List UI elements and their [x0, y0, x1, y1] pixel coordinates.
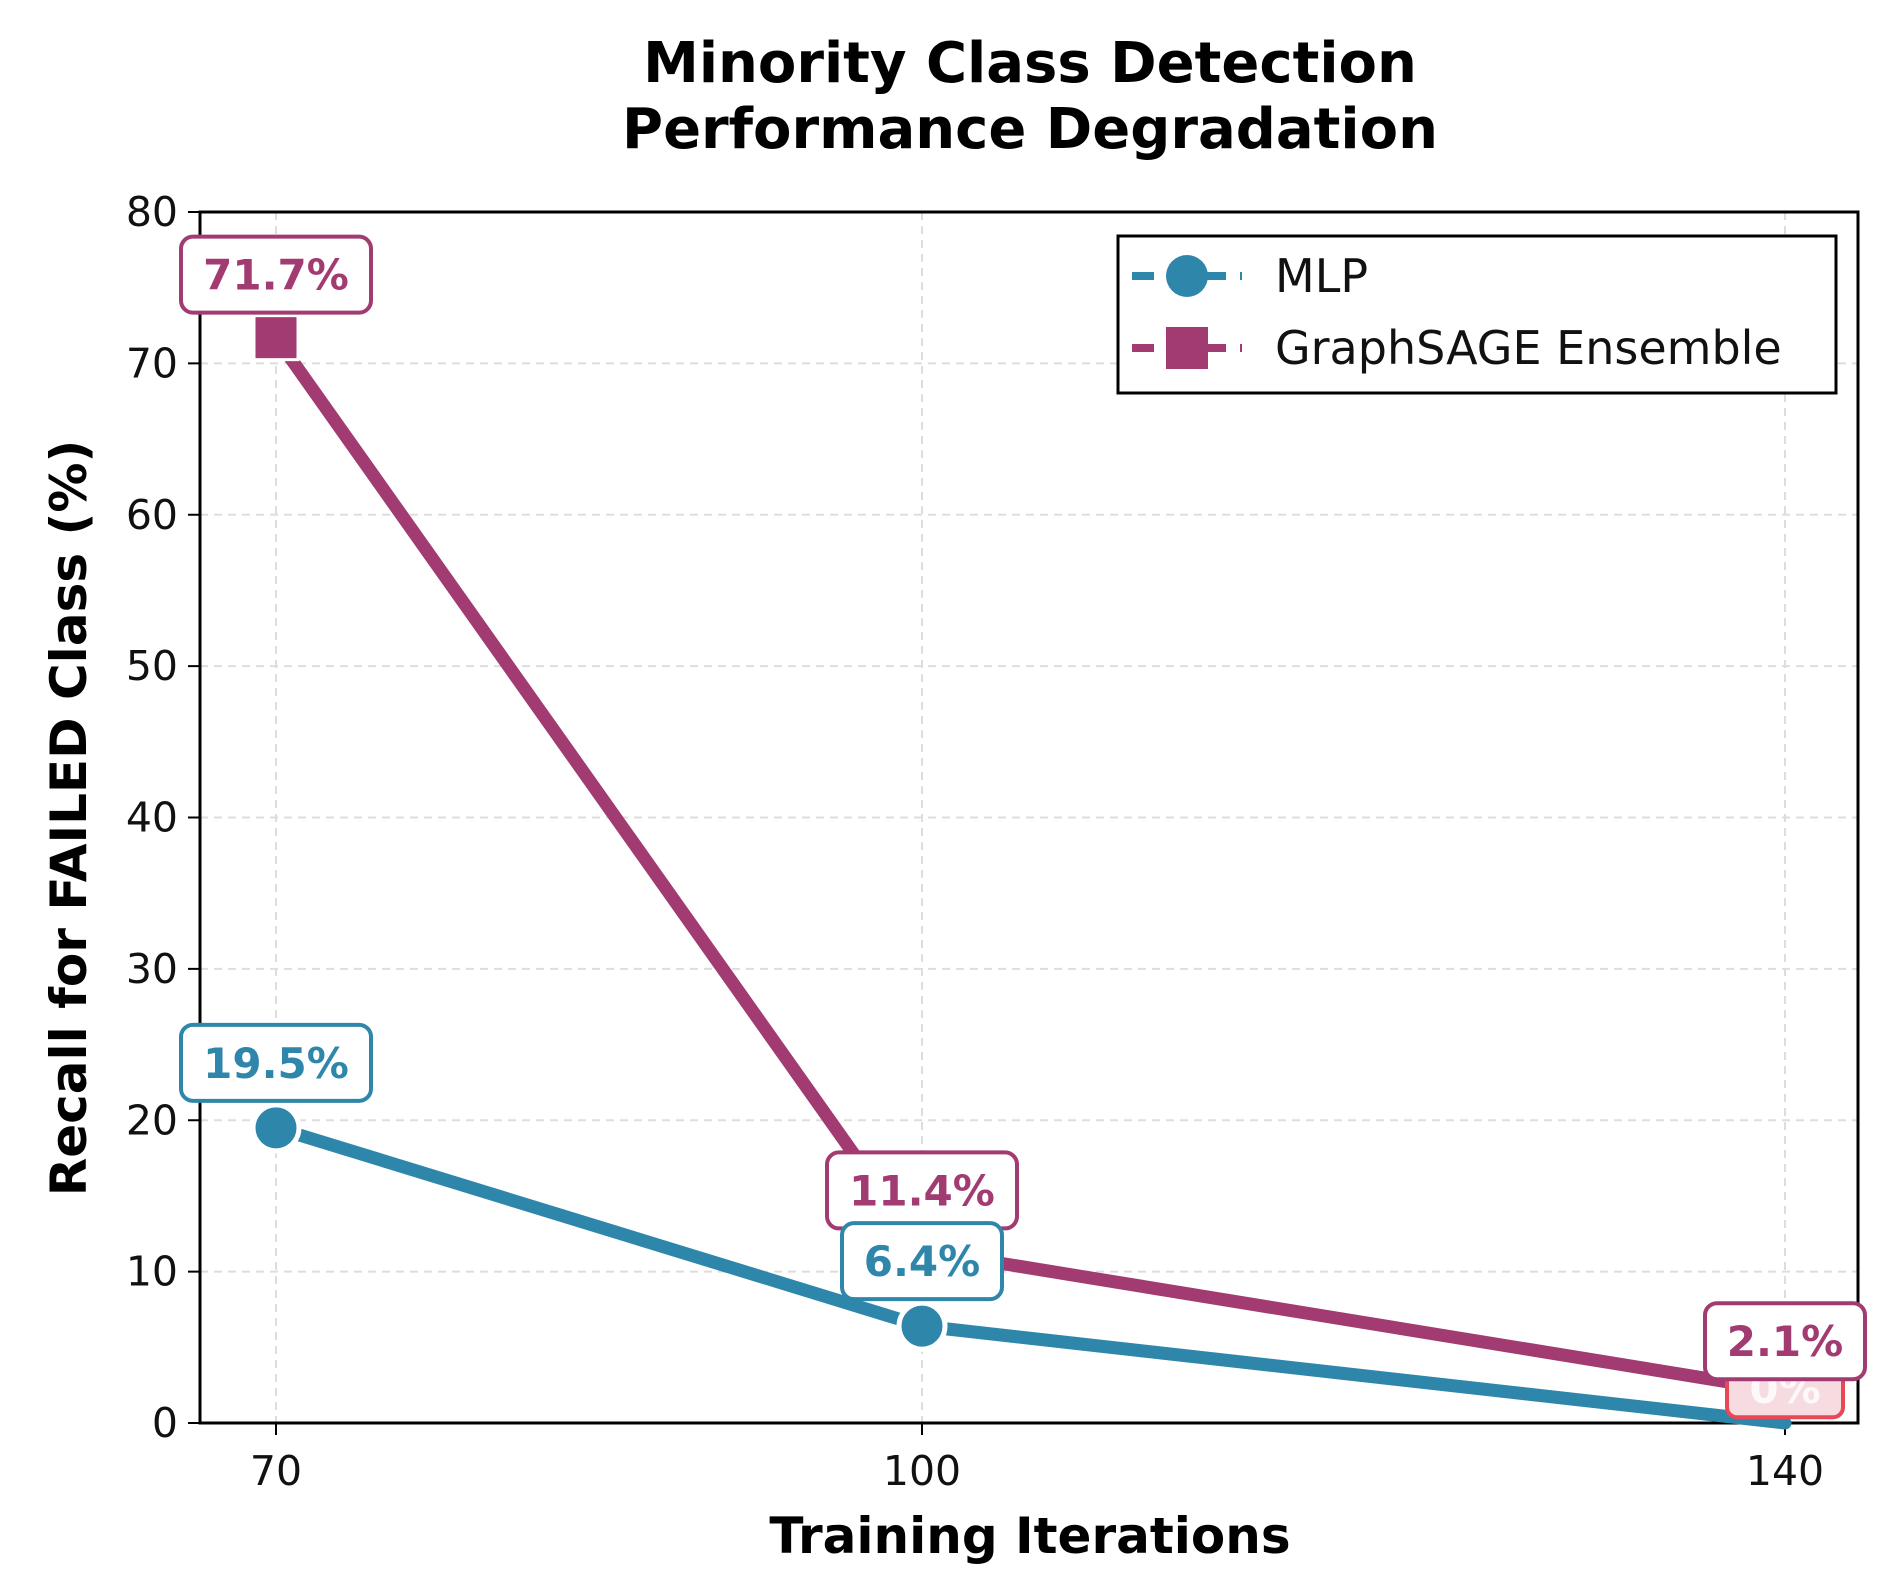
- x-axis-label: Training Iterations: [769, 1507, 1290, 1565]
- data-label-mlp-70: 19.5%: [203, 1039, 349, 1088]
- series-line-graphsage-ensemble: [269, 331, 1792, 1398]
- y-tick-label-10: 10: [126, 1248, 178, 1296]
- y-axis-label: Recall for FAILED Class (%): [40, 440, 98, 1197]
- legend-mlp-label: MLP: [1275, 249, 1368, 303]
- x-tick-label-70: 70: [250, 1447, 302, 1495]
- y-tick-label-20: 20: [126, 1096, 178, 1144]
- legend-box: [1116, 234, 1838, 395]
- data-label-graphsage-70-group: 71.7%: [179, 234, 373, 315]
- legend-graphsage-label: GraphSAGE Ensemble: [1275, 321, 1782, 375]
- data-label-graphsage-70: 71.7%: [203, 251, 349, 300]
- data-label-mlp-100-group: 6.4%: [840, 1221, 1004, 1302]
- data-label-graphsage-140-group: 2.1%: [1703, 1301, 1867, 1382]
- axes: 0 10 20 30 40 50 60 70 80 70 100 140: [126, 188, 1860, 1495]
- y-tick-label-80: 80: [126, 188, 178, 236]
- legend-graphsage-square-marker: [1166, 327, 1208, 369]
- series-line-mlp: [269, 1121, 1792, 1430]
- marker-mlp-70: [250, 1102, 302, 1154]
- data-label-graphsage-140: 2.1%: [1727, 1317, 1843, 1366]
- marker-graphsage-70: [252, 314, 300, 362]
- legend-entry-mlp: MLP: [1132, 249, 1368, 303]
- y-tick-label-0: 0: [152, 1399, 178, 1447]
- legend-mlp-circle-marker: [1166, 255, 1208, 297]
- data-label-graphsage-100: 11.4%: [849, 1166, 995, 1215]
- data-label-graphsage-140-box: [1703, 1301, 1867, 1382]
- series: [250, 314, 1809, 1430]
- legend: MLP GraphSAGE Ensemble: [1116, 234, 1838, 395]
- legend-entry-graphsage: GraphSAGE Ensemble: [1132, 321, 1782, 375]
- data-label-mlp-70-box: [179, 1022, 373, 1103]
- data-label-graphsage-70-box: [179, 234, 373, 315]
- data-label-mlp-70-group: 19.5%: [179, 1022, 373, 1103]
- y-tick-label-50: 50: [126, 642, 178, 690]
- chart-title-line-2: Performance Degradation: [622, 97, 1438, 162]
- plot-frame: [198, 210, 1860, 1425]
- data-label-graphsage-100-group: 11.4%: [825, 1150, 1019, 1231]
- marker-mlp-100: [896, 1300, 948, 1352]
- data-label-mlp-100: 6.4%: [864, 1237, 980, 1286]
- data-labels: 0%71.7%11.4%2.1%19.5%6.4%: [179, 234, 1867, 1420]
- x-tick-label-140: 140: [1746, 1447, 1824, 1495]
- y-tick-label-30: 30: [126, 945, 178, 993]
- y-tick-label-70: 70: [126, 339, 178, 387]
- data-label-mlp-100-box: [840, 1221, 1004, 1302]
- chart-title-line-1: Minority Class Detection: [643, 31, 1417, 96]
- y-tick-label-60: 60: [126, 491, 178, 539]
- x-tick-label-100: 100: [883, 1447, 961, 1495]
- y-tick-label-40: 40: [126, 794, 178, 842]
